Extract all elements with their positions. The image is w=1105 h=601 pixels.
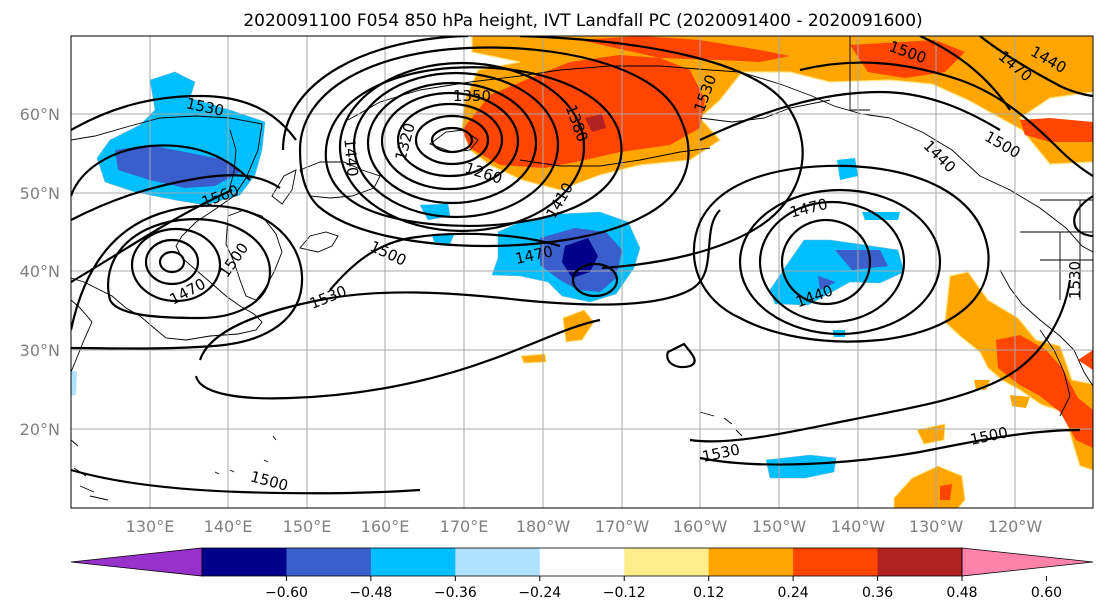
lon-label: 130°E [126, 517, 175, 536]
colorbar-extend-low [70, 547, 203, 577]
lon-label: 170°W [595, 517, 650, 536]
colorbar: −0.60 −0.48 −0.36 −0.24 −0.12 0.12 0.24 0.36 0.4… [70, 547, 1094, 601]
lat-label: 50°N [20, 184, 60, 203]
lon-label: 150°W [752, 517, 807, 536]
map-panel: 1530 1560 1470 1500 1410 1440 1350 1380 … [71, 36, 1093, 508]
colorbar-bin [793, 548, 879, 576]
colorbar-bin [286, 548, 372, 576]
contour-label: 1350 [453, 87, 491, 105]
map-frame [70, 35, 1094, 509]
lon-label: 160°W [673, 517, 728, 536]
longitude-labels: 130°E 140°E 150°E 160°E 170°E 180°W 170°… [126, 517, 1043, 536]
lat-label: 60°N [20, 105, 60, 124]
figure-title: 2020091100 F054 850 hPa height, IVT Land… [243, 11, 922, 31]
lon-label: 130°W [909, 517, 964, 536]
graticule [71, 36, 1093, 508]
colorbar-tick-label: −0.12 [603, 585, 646, 601]
lon-label: 180°W [516, 517, 571, 536]
colorbar-tick-label: −0.48 [349, 585, 392, 601]
lon-label: 120°W [988, 517, 1043, 536]
lon-label: 160°E [361, 517, 410, 536]
colorbar-extend-high [961, 547, 1094, 577]
colorbar-tick-label: 0.36 [862, 585, 893, 601]
colorbar-bin [539, 548, 625, 576]
colorbar-tick-label: 0.24 [778, 585, 809, 601]
colorbar-outline [201, 547, 963, 577]
latitude-labels: 60°N 50°N 40°N 30°N 20°N [20, 105, 60, 439]
lat-label: 40°N [20, 262, 60, 281]
ivt-negative-anomalies [71, 71, 905, 479]
colorbar-tick-label: −0.60 [265, 585, 308, 601]
colorbar-bin [455, 548, 541, 576]
contour-label: 1440 [340, 138, 361, 178]
lon-label: 170°E [440, 517, 489, 536]
colorbar-tick-label: 0.60 [1031, 585, 1062, 601]
colorbar-bin [877, 548, 963, 576]
colorbar-bin [624, 548, 710, 576]
height-contours [71, 36, 1093, 495]
lon-label: 140°E [204, 517, 253, 536]
colorbar-tick-label: −0.36 [434, 585, 477, 601]
contour-label: 1530 [1066, 261, 1084, 299]
colorbar-tick-label: 0.48 [946, 585, 977, 601]
lat-label: 30°N [20, 341, 60, 360]
ivt-positive-anomalies [461, 36, 1093, 508]
colorbar-tick-label: 0.12 [693, 585, 724, 601]
colorbar-bin [202, 548, 287, 576]
lon-label: 140°W [831, 517, 886, 536]
colorbar-bin [708, 548, 794, 576]
colorbar-bin [370, 548, 456, 576]
lon-label: 150°E [283, 517, 332, 536]
colorbar-tick-label: −0.24 [518, 585, 561, 601]
lat-label: 20°N [20, 420, 60, 439]
